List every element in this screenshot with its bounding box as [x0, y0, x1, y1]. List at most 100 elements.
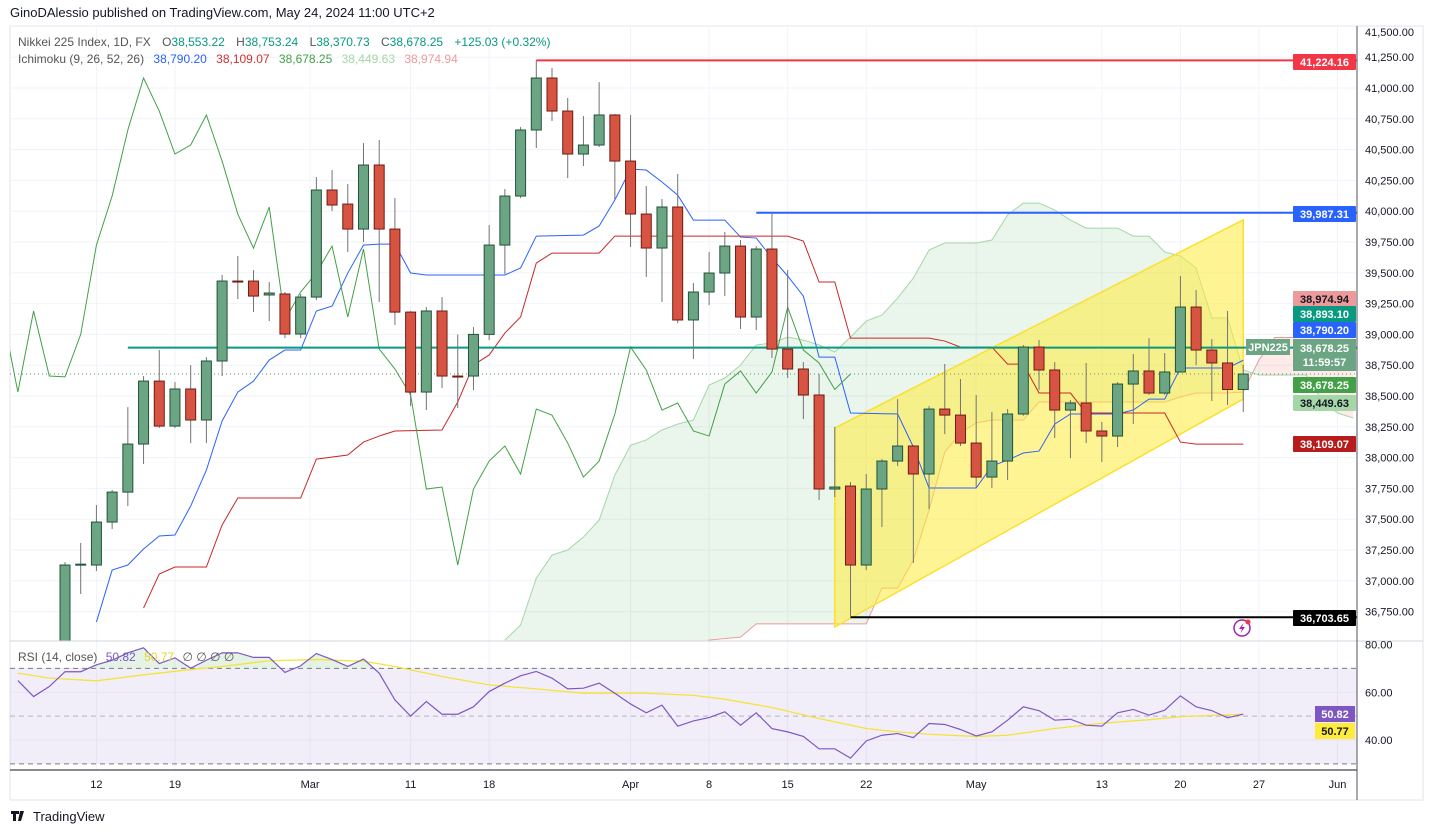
- candle: [389, 198, 401, 326]
- candle: [357, 143, 369, 242]
- tradingview-brand: TradingView: [33, 809, 105, 824]
- price-tick-label: 38,500.00: [1365, 391, 1414, 403]
- candle: [310, 177, 322, 301]
- candle: [138, 376, 150, 465]
- price-label: 38,893.10: [1293, 306, 1356, 322]
- price-tick-label: 40,500.00: [1365, 145, 1414, 157]
- candle: [719, 232, 731, 297]
- lightning-alert-icon[interactable]: [1233, 619, 1251, 637]
- candle-body: [530, 77, 542, 131]
- candle-body: [750, 248, 762, 318]
- svg-text:Nikkei 225 Index, 1D, FX: Nikkei 225 Index, 1D, FX O38,553.22 H38,…: [18, 35, 550, 49]
- candle-body: [1159, 371, 1171, 394]
- candle-body: [248, 280, 260, 297]
- candle-body: [1064, 402, 1076, 411]
- price-axis[interactable]: 41,500.00 41,250.00 41,000.00 40,750.00 40,5…: [1365, 27, 1414, 747]
- rsi-overbought-fill: [17, 647, 1244, 669]
- price-tick-label: 41,000.00: [1365, 83, 1414, 95]
- rsi-value: 50.82: [106, 650, 136, 664]
- chikou-value: 38,678.25: [279, 52, 333, 66]
- time-axis[interactable]: 12 19 Mar 11 18 Apr 8 15 22 May 13 20 27 Jun: [90, 779, 1346, 791]
- candle: [546, 68, 558, 122]
- candle: [1080, 362, 1092, 444]
- time-tick-label: 8: [706, 779, 712, 791]
- candle-body: [1096, 430, 1108, 437]
- rsi-extra-values: ∅ ∅ ∅ ∅: [182, 650, 234, 664]
- price-tick-label: 38,250.00: [1365, 422, 1414, 434]
- candle-body: [719, 245, 731, 274]
- ichimoku-name[interactable]: Ichimoku (9, 26, 52, 26): [18, 52, 144, 66]
- candle: [185, 365, 197, 444]
- candle: [1127, 353, 1139, 424]
- price-label: 38,974.94: [1293, 291, 1356, 307]
- candle-body: [326, 189, 338, 206]
- price-tick-label: 40,250.00: [1365, 175, 1414, 187]
- candle-body: [593, 114, 605, 146]
- price-label-text: 38,109.07: [1300, 439, 1349, 451]
- cloud-segment: [614, 445, 631, 641]
- price-tick-label: 41,250.00: [1365, 52, 1414, 64]
- svg-text:Ichimoku (9, 26, 52, 26): Ichimoku (9, 26, 52, 26) 38,790.20 38,10…: [18, 52, 458, 66]
- rsi-label: 50.77: [1315, 723, 1355, 739]
- candle: [1002, 409, 1014, 481]
- price-label: 38,678.25: [1293, 377, 1356, 393]
- candle: [939, 363, 951, 435]
- horizontal-lines[interactable]: [10, 59, 1357, 619]
- candle-body: [1112, 383, 1124, 437]
- candle-body: [106, 491, 118, 523]
- candle-body: [860, 488, 872, 566]
- price-tick-label: 39,250.00: [1365, 299, 1414, 311]
- rsi-tick-label: 40.00: [1365, 735, 1393, 747]
- change-value: +125.03 (+0.32%): [454, 35, 550, 49]
- candle-body: [656, 206, 668, 249]
- candle: [1237, 364, 1249, 412]
- price-label-bg: [1293, 395, 1356, 411]
- rsi-label-text: 50.82: [1321, 709, 1349, 721]
- candle: [1190, 290, 1202, 366]
- candle: [373, 139, 385, 302]
- candle-body: [405, 311, 417, 393]
- candle-body: [200, 360, 212, 421]
- candle: [216, 275, 228, 377]
- price-tick-label: 39,000.00: [1365, 329, 1414, 341]
- symbol-legend[interactable]: Nikkei 225 Index, 1D, FX O38,553.22 H38,…: [18, 35, 550, 49]
- candle-body: [169, 388, 181, 427]
- candle: [452, 334, 464, 409]
- symbol-name[interactable]: Nikkei 225 Index, 1D, FX: [18, 35, 151, 49]
- candle-body: [845, 485, 856, 566]
- price-label: 38,109.07: [1293, 436, 1356, 452]
- tradingview-logo[interactable]: TradingView: [11, 809, 105, 824]
- candle: [122, 407, 134, 507]
- rsi-legend[interactable]: RSI (14, close) 50.82 50.77 ∅ ∅ ∅ ∅: [18, 650, 234, 664]
- span-a-value: 38,449.63: [342, 52, 396, 66]
- last-price-label: 38,678.25 11:59:57: [1293, 339, 1356, 371]
- rsi-name[interactable]: RSI (14, close): [18, 650, 97, 664]
- low-value: 38,370.73: [316, 35, 370, 49]
- cloud-segment: [709, 378, 725, 641]
- candles: [59, 60, 1249, 641]
- price-label-bg: [1293, 377, 1356, 393]
- candle: [1112, 382, 1124, 448]
- time-tick-label: May: [966, 779, 987, 791]
- ichimoku-legend[interactable]: Ichimoku (9, 26, 52, 26) 38,790.20 38,10…: [18, 52, 458, 66]
- candle-body: [232, 280, 244, 283]
- price-label-bg: [1293, 322, 1356, 338]
- tenkan-line: [95, 168, 1244, 623]
- price-tick-label: 39,750.00: [1365, 237, 1414, 249]
- rsi-ma-value: 50.77: [144, 650, 174, 664]
- rsi-label: 50.82: [1315, 706, 1355, 722]
- candle: [845, 481, 856, 618]
- symbol-tag[interactable]: JPN225: [1246, 339, 1290, 355]
- candle: [813, 374, 825, 500]
- candle: [420, 307, 432, 411]
- price-tick-label: 37,750.00: [1365, 483, 1414, 495]
- candle: [436, 297, 448, 388]
- price-tick-label: 37,500.00: [1365, 514, 1414, 526]
- cloud-segment: [646, 430, 662, 641]
- price-label-text: 38,893.10: [1300, 309, 1349, 321]
- price-label-text: 41,224.16: [1300, 57, 1349, 69]
- candle: [609, 113, 621, 200]
- last-price-label-bg: [1293, 339, 1356, 371]
- time-tick-label: Apr: [622, 779, 639, 791]
